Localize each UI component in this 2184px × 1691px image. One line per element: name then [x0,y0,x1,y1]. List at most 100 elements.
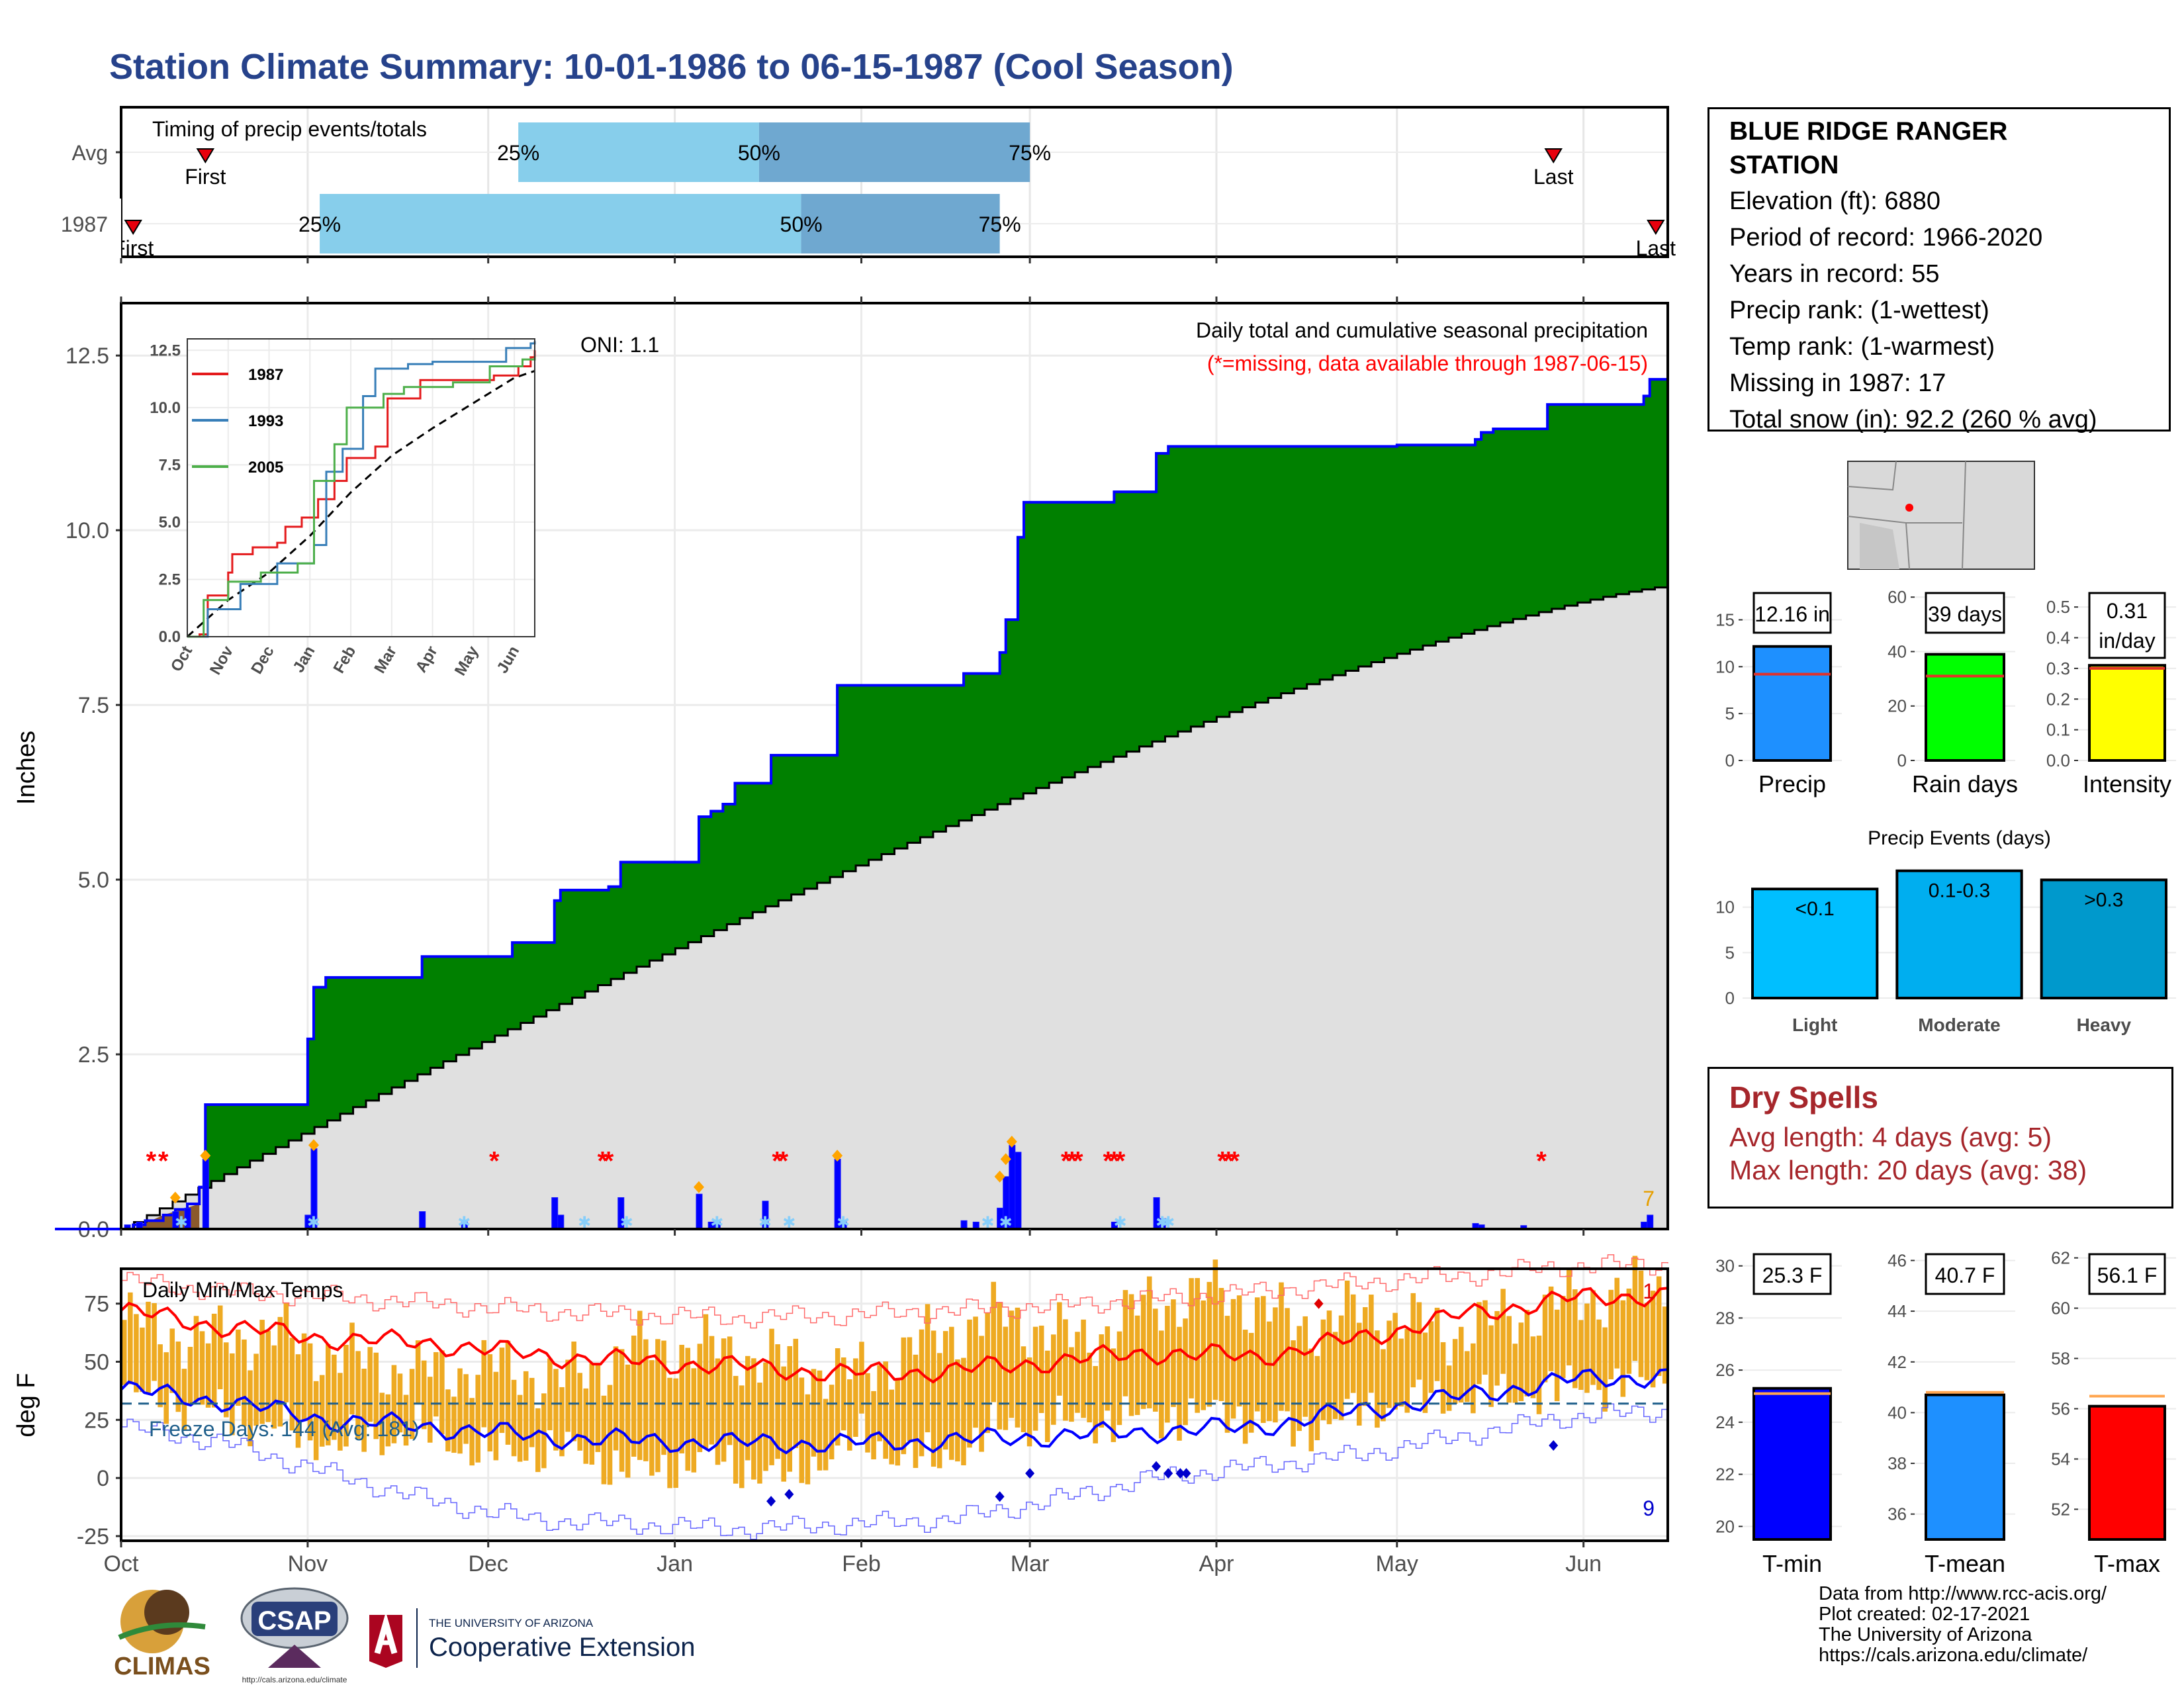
daily-temp-bar [589,1363,595,1465]
daily-temp-bar [1134,1315,1140,1415]
daily-temp-bar [1302,1316,1308,1417]
daily-temp-bar [146,1301,151,1394]
inset-y-tick-label: 5.0 [159,514,181,531]
tmin-y-tick-label: 28 [1715,1308,1735,1328]
record-cold-marker [1181,1468,1191,1479]
credit-plot-created: Plot created: 02-17-2021 [1819,1604,2030,1625]
intensity-y-tick-label: 0.5 [2046,597,2070,617]
daily-temp-bar [1075,1332,1080,1413]
ua-big-text: Cooperative Extension [429,1633,695,1662]
daily-temp-bar [715,1358,721,1465]
daily-temp-bar [1236,1295,1242,1407]
inset-legend-label: 2005 [248,459,283,477]
daily-temp-bar [1044,1350,1050,1442]
daily-temp-bar [181,1369,187,1431]
missing-data-asterisk: * [1073,1146,1083,1175]
daily-temp-bar [835,1348,841,1446]
precip-panel-border [120,302,1669,1230]
timing-quantile-label: 50% [780,212,823,236]
inset-legend-label: 1987 [248,366,283,384]
tmean-y-tick-label: 44 [1888,1301,1907,1321]
freeze-days-label: Freeze Days: 144 (Avg: 181) [149,1417,420,1441]
daily-temp-bar [1536,1336,1542,1414]
daily-temp-bar [1512,1344,1518,1403]
daily-temp-bar [325,1344,331,1445]
daily-temp-bar [1590,1290,1596,1385]
daily-temp-bar [175,1341,181,1412]
daily-temp-bar [523,1371,529,1461]
daily-temp-bar [1069,1347,1074,1422]
daily-temp-bar [122,1320,127,1385]
daily-temp-bar [553,1369,559,1451]
daily-temp-bar [955,1359,960,1462]
daily-temp-bar [1465,1351,1470,1402]
daily-temp-bar [1189,1278,1194,1398]
daily-temp-bar [721,1338,727,1462]
daily-temp-bar [313,1381,319,1461]
timing-quantile-label: 25% [298,212,341,236]
daily-temp-bar [829,1385,835,1459]
daily-temp-bar [1297,1326,1302,1432]
precip-events-category: Light [1792,1015,1837,1035]
missing-data-asterisk: * [1061,1146,1071,1175]
temp-chart: -25 0 25 50 75 Daily Min/Max Temps Freeze Days… [13,1254,1669,1577]
daily-temp-bar [577,1373,582,1451]
temp-y-tick-label: 0 [97,1466,109,1491]
daily-temp-bar [307,1343,313,1441]
snow-count-label: 7 [1643,1187,1655,1211]
credit-url: https://cals.arizona.edu/climate/ [1819,1645,2088,1666]
timing-bar-25-50 [518,122,759,182]
missing-data-asterisk: * [1103,1146,1114,1175]
page-title: Station Climate Summary: 10-01-1986 to 0… [109,47,1234,87]
daily-temp-bar [763,1362,768,1471]
missing-data-asterisk: * [1115,1146,1126,1175]
timing-row-label: 1987 [61,212,108,236]
daily-temp-bar [1416,1302,1422,1380]
daily-temp-bar [1656,1276,1662,1376]
daily-temp-bar [1177,1326,1182,1441]
timing-quantile-label: 75% [979,212,1021,236]
daily-temp-bar [1387,1320,1392,1408]
tmin-y-tick-label: 26 [1715,1360,1735,1380]
rain-days-y-tick-label: 0 [1897,751,1907,770]
daily-temp-bar [1471,1343,1476,1414]
daily-temp-bar [1116,1331,1122,1426]
daily-temp-bar [727,1336,733,1445]
daily-temp-bar [1614,1277,1620,1369]
daily-temp-bar [1488,1325,1494,1407]
tmin-y-tick-label: 20 [1715,1516,1735,1536]
precip-chart: 0.02.55.07.510.012.5* * * ** ** *** *** *** *✱ ✱ ✱… [13,297,1669,1242]
snow-flake-marker: ✱ [1161,1214,1175,1232]
snow-flake-marker: ✱ [620,1214,633,1232]
daily-temp-bar [823,1398,829,1471]
daily-temp-bar [1638,1270,1644,1377]
rain-days-value-label: 39 days [1928,602,2002,626]
intensity-value-unit: in/day [2099,629,2155,653]
daily-temp-bar [1063,1319,1068,1421]
precip-events-y-tick-label: 5 [1725,942,1735,962]
csap-logo: CSAP http://cals.arizona.edu/climate [232,1582,351,1688]
snow-flake-marker: ✱ [999,1214,1013,1232]
daily-temp-bar [248,1370,253,1447]
precip-events-bar-label: >0.3 [2084,889,2123,911]
daily-temp-bar [193,1316,199,1402]
daily-temp-bar [637,1310,643,1460]
daily-temp-bar [1662,1306,1668,1384]
daily-temp-bar [361,1368,367,1452]
snow-flake-marker: ✱ [837,1214,850,1232]
tmin-value-label: 25.3 F [1762,1263,1823,1287]
daily-temp-bar [187,1347,193,1404]
tmean-y-tick-label: 42 [1888,1352,1907,1372]
station-location-dot [1905,504,1913,512]
daily-temp-bar [985,1312,990,1434]
daily-temp-bar [158,1344,163,1408]
timing-last-label: Last [1533,165,1574,189]
station-name: BLUE RIDGE RANGER [1729,117,2008,146]
daily-temp-bar [289,1338,295,1431]
intensity-y-tick-label: 0.1 [2046,720,2070,740]
daily-temp-bar [217,1305,223,1390]
daily-temp-bar [1291,1340,1296,1447]
daily-temp-bar [1350,1294,1356,1393]
intensity-value-label: 0.31 [2107,599,2148,623]
daily-temp-bar [1320,1319,1326,1420]
